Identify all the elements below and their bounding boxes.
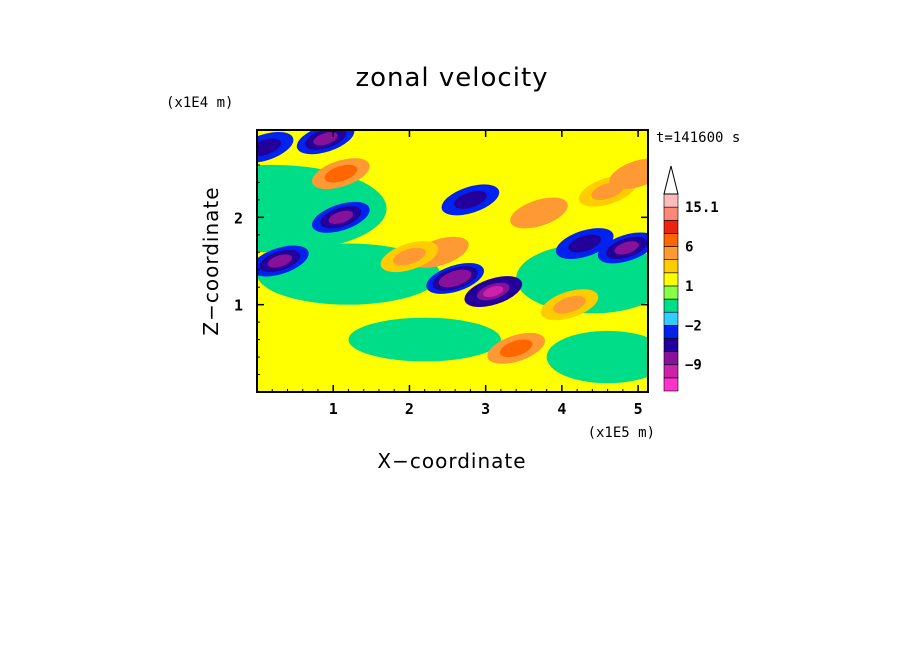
colorbar-label: −9 <box>685 358 702 374</box>
field-contour <box>614 241 639 255</box>
colorbar-label: 1 <box>685 279 693 295</box>
colorbar-swatch <box>663 246 679 260</box>
x-tick-label: 4 <box>557 400 566 418</box>
x-unit-label: (x1E5 m) <box>588 425 655 441</box>
colorbar-swatch <box>663 364 679 379</box>
velocity-field <box>257 130 648 392</box>
field-contour <box>553 295 586 314</box>
colorbar-swatch <box>663 259 679 274</box>
chart-title: zonal velocity <box>355 63 548 93</box>
field-contour <box>454 191 487 209</box>
y-axis: 12 <box>234 146 648 376</box>
colorbar-swatch <box>663 206 679 221</box>
colorbar-swatch <box>663 377 679 392</box>
x-tick-label: 1 <box>329 400 338 418</box>
colorbar-swatch <box>663 311 679 326</box>
field-band <box>348 317 501 362</box>
colorbar-swatch <box>663 219 679 234</box>
colorbar-swatch <box>663 193 679 208</box>
field-band <box>257 164 387 253</box>
colorbar: 15.1 6 1 −2 −9 <box>663 165 719 392</box>
time-label: t=141600 s <box>656 130 740 146</box>
y-tick-label: 1 <box>234 297 243 315</box>
colorbar-swatch <box>663 233 679 247</box>
colorbar-label: −2 <box>685 318 702 334</box>
x-axis: 1 2 3 4 5 <box>271 130 643 418</box>
field-contour <box>568 234 602 253</box>
field-contour <box>324 164 358 183</box>
y-axis-title: Z−coordinate <box>199 186 223 335</box>
y-unit-label: (x1E4 m) <box>166 95 233 111</box>
colorbar-swatch <box>663 272 679 287</box>
field-contour <box>499 339 533 358</box>
colorbar-swatch <box>663 325 679 339</box>
field-contour <box>483 286 504 298</box>
x-tick-label: 2 <box>405 400 414 418</box>
y-tick-label: 2 <box>234 209 243 227</box>
colorbar-swatch <box>663 285 679 300</box>
field-contour <box>267 254 293 268</box>
colorbar-swatch <box>663 338 679 352</box>
field-contour <box>257 138 281 157</box>
colorbar-label: 15.1 <box>685 200 719 216</box>
x-tick-label: 5 <box>634 400 643 418</box>
x-tick-label: 3 <box>481 400 490 418</box>
field-contour <box>393 247 426 266</box>
colorbar-label: 6 <box>685 240 693 256</box>
x-axis-title: X−coordinate <box>377 449 526 473</box>
field-contour <box>313 132 338 146</box>
colorbar-swatch <box>663 298 679 313</box>
colorbar-extend-arrow <box>663 165 679 195</box>
field-contour <box>621 164 648 183</box>
plot-frame <box>256 129 649 393</box>
field-contour <box>328 210 354 224</box>
field-contour <box>445 272 466 285</box>
colorbar-swatch <box>663 351 679 366</box>
field-contour <box>522 204 556 222</box>
field-band <box>546 330 648 384</box>
